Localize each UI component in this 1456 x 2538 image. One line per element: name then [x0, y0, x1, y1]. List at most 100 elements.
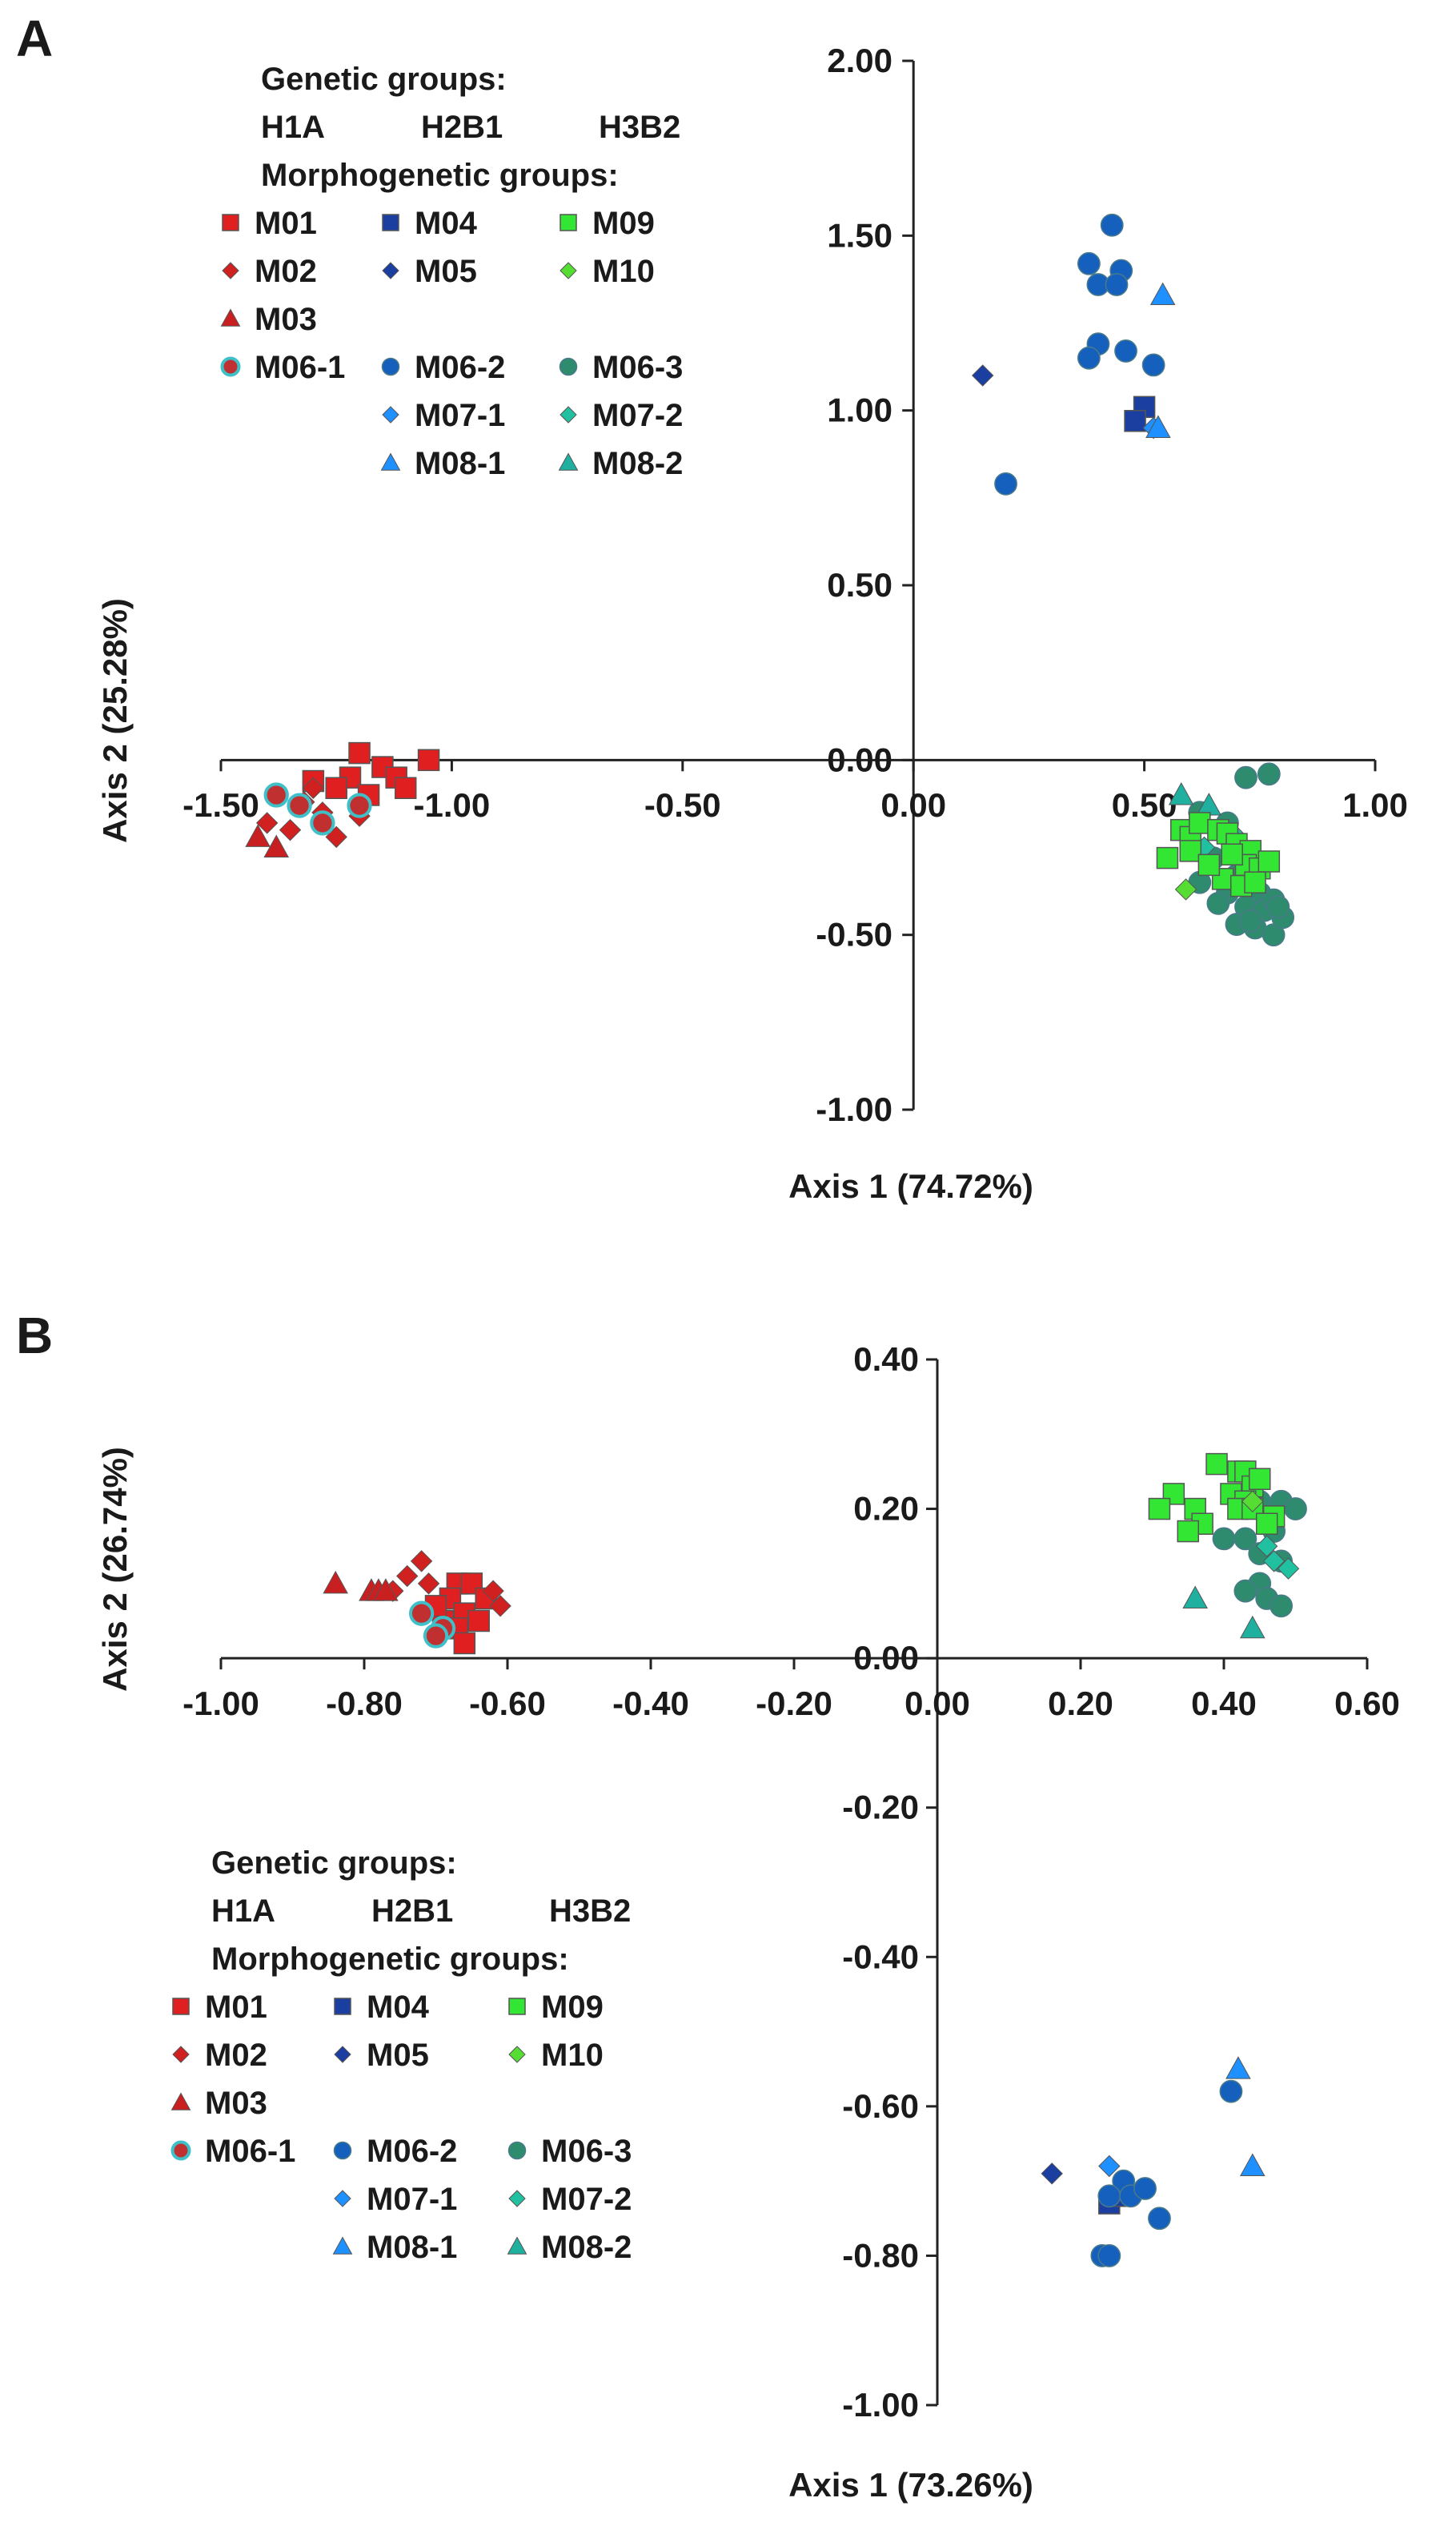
point-m06-1 [287, 793, 312, 818]
panel-a-y-tick-label: 1.50 [827, 216, 892, 254]
legend-genetic-group: H2B1 [371, 1893, 453, 1929]
legend-marker-m08-2 [558, 452, 579, 471]
legend-marker-m04 [382, 214, 399, 231]
legend-entry-label: M07-1 [415, 398, 505, 433]
point-m09 [1197, 853, 1221, 877]
point-m06-2 [1141, 353, 1165, 377]
point-m07-2 [1262, 1550, 1286, 1572]
point-m03 [373, 1578, 399, 1601]
legend-marker-m01 [172, 1998, 190, 2015]
panel-b-y-tick-label: -0.80 [842, 2236, 919, 2274]
legend-entry-label: M06-1 [255, 350, 345, 385]
legend-entry-label: M02 [255, 254, 317, 289]
legend-marker-m01 [222, 214, 239, 231]
legend-entry-label: M06-3 [592, 350, 683, 385]
point-m02 [395, 1564, 419, 1588]
legend-marker-m09 [560, 214, 577, 231]
point-m06-2 [1097, 2244, 1121, 2267]
panel-b-y-tick-label: -0.20 [842, 1789, 919, 1826]
panel-b-legend: Genetic groups: H1A H2B1 H3B2 Morphogenetic … [170, 1845, 632, 2265]
panel-a-legend: Genetic groups: H1A H2B1 H3B2 Morphogenetic … [220, 62, 683, 481]
point-m02 [302, 777, 325, 799]
legend-entry-label: M03 [205, 2086, 267, 2121]
panel-a-y-axis-title: Axis 2 (25.28%) [96, 598, 134, 843]
panel-a-x-tick-label: 0.50 [1112, 786, 1177, 824]
point-m09 [1148, 1497, 1171, 1520]
point-m06-2 [1133, 2177, 1157, 2200]
legend-genetic-group: H1A [211, 1893, 275, 1929]
legend-entry-label: M10 [541, 2038, 604, 2073]
legend-entry-label: M06-3 [541, 2134, 632, 2169]
panel-b-chart: B -1.00 -0.80 -0.60 -0.40 -0.20 0.00 0.20 0.40 0.… [16, 1307, 1400, 2504]
point-m06-3 [1284, 1497, 1307, 1520]
legend-entry-label: M07-2 [592, 398, 683, 433]
point-m10 [1174, 878, 1197, 901]
legend-entry-label: M04 [367, 1990, 430, 2025]
panel-b-data-points [323, 1452, 1307, 2267]
panel-b-x-tick-label: 0.60 [1334, 1685, 1400, 1722]
panel-b-y-axis-title: Axis 2 (26.74%) [96, 1447, 134, 1692]
panel-a-chart: A -1.50 -1.00 -0.50 0.00 0.50 1.00 -1.00 -0.50 0.… [16, 10, 1408, 1205]
point-m01 [348, 741, 371, 765]
point-m01 [467, 1609, 490, 1632]
point-m09 [1156, 846, 1179, 869]
point-m03 [263, 834, 290, 857]
point-m09 [1205, 1452, 1228, 1476]
legend-marker-m08-1 [380, 452, 401, 471]
legend-genetic-title: Genetic groups: [261, 62, 507, 97]
legend-marker-m05 [334, 2046, 351, 2063]
legend-entry-label: M08-2 [592, 446, 683, 481]
legend-marker-m05 [382, 262, 399, 279]
point-m02 [482, 1580, 504, 1602]
point-m09 [1257, 850, 1281, 873]
point-m05 [1041, 2163, 1063, 2185]
legend-entry-label: M03 [255, 302, 317, 337]
legend-marker-m06-3 [559, 357, 578, 376]
point-m06-1 [408, 1600, 435, 1626]
legend-entry-label: M01 [205, 1990, 267, 2025]
panel-b-y-tick-label: -1.00 [842, 2386, 919, 2424]
point-m02 [417, 1572, 440, 1595]
point-m09 [1249, 1468, 1271, 1491]
legend-genetic-group: H3B2 [549, 1893, 631, 1929]
legend-marker-m02 [222, 262, 239, 279]
point-m06-3 [1206, 891, 1230, 915]
point-m06-2 [1100, 213, 1124, 237]
legend-entry-label: M06-1 [205, 2134, 295, 2169]
panel-b-x-tick-label: 0.40 [1191, 1685, 1257, 1722]
point-m09 [1189, 812, 1211, 834]
point-m03 [323, 1570, 348, 1594]
panel-a-x-tick-label: -1.50 [183, 786, 259, 824]
panel-b-x-tick-label: -1.00 [183, 1685, 259, 1722]
point-m06-3 [1266, 895, 1290, 919]
legend-marker-m06-3 [507, 2141, 527, 2160]
point-m08-1 [1149, 282, 1176, 306]
point-m06-2 [1105, 273, 1129, 296]
point-m08-2 [1182, 1585, 1208, 1608]
point-m02 [489, 1595, 511, 1617]
legend-marker-m03 [170, 2092, 191, 2110]
legend-marker-m09 [508, 1998, 526, 2015]
point-m06-3 [1233, 1579, 1257, 1603]
panel-b-x-tick-label: -0.80 [326, 1685, 403, 1722]
point-m07-1 [1098, 2154, 1121, 2178]
point-m08-2 [1240, 1615, 1265, 1639]
point-m06-1 [423, 1623, 449, 1648]
legend-entry-label: M09 [592, 206, 655, 241]
legend-entry-label: M09 [541, 1990, 604, 2025]
legend-entry-label: M02 [205, 2038, 267, 2073]
panel-b-x-axis-title: Axis 1 (73.26%) [788, 2466, 1033, 2504]
point-m08-1 [1145, 415, 1171, 438]
point-m06-3 [1212, 1527, 1236, 1551]
panel-b-x-tick-label: 0.00 [904, 1685, 970, 1722]
point-m06-3 [1238, 909, 1262, 933]
legend-marker-m06-2 [381, 357, 400, 376]
panel-a-y-tick-label: 0.50 [827, 566, 892, 604]
panel-a-y-tick-label: 1.00 [827, 392, 892, 429]
point-m09 [1177, 1520, 1199, 1543]
point-m08-1 [1240, 2153, 1265, 2176]
point-m06-2 [1077, 346, 1101, 370]
point-m07-2 [1255, 1535, 1278, 1557]
point-m04 [1124, 410, 1146, 432]
